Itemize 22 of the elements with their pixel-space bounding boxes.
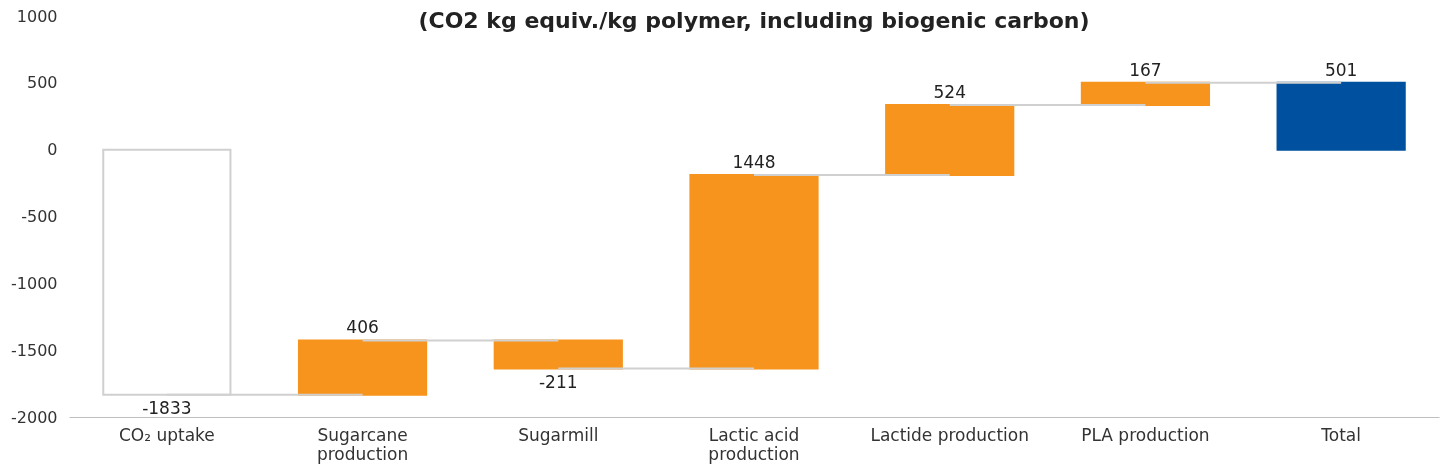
x-tick-label: Lactic acid production: [708, 424, 800, 464]
chart-title: (CO2 kg equiv./kg polymer, including biogenic carbon): [418, 8, 1090, 33]
x-tick-label: Sugarmill: [518, 424, 599, 445]
x-tick-label: CO₂ uptake: [118, 424, 215, 445]
y-tick-label: 0: [47, 140, 58, 160]
data-label: 501: [1324, 59, 1358, 80]
y-tick-label: -2000: [11, 407, 58, 427]
y-tick-label: 500: [26, 73, 58, 93]
data-label: 167: [1129, 59, 1162, 80]
y-tick-label: -1000: [11, 273, 58, 293]
data-label: 406: [346, 317, 379, 338]
x-tick-label: PLA production: [1081, 424, 1210, 445]
data-label: -211: [538, 371, 578, 392]
data-label: 1448: [732, 152, 776, 173]
x-tick-label: Sugarcane production: [316, 424, 409, 464]
y-tick-label: -1500: [11, 340, 58, 360]
data-label: 524: [933, 82, 966, 103]
x-tick-label: Total: [1320, 424, 1361, 445]
y-tick-label: 1000: [16, 6, 58, 26]
data-label: -1833: [142, 397, 192, 418]
y-tick-label: -500: [21, 207, 58, 226]
x-tick-label: Lactide production: [870, 424, 1029, 445]
